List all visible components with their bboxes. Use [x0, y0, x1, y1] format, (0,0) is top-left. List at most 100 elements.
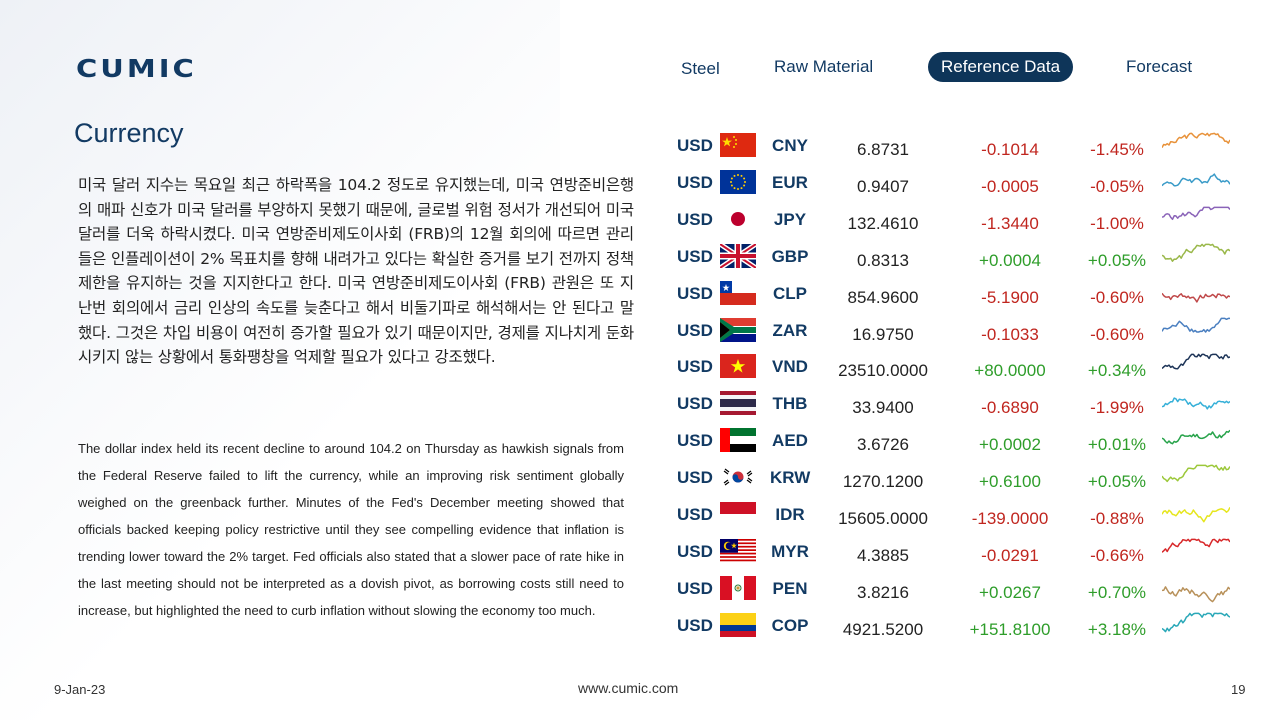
english-commentary: The dollar index held its recent decline…	[78, 441, 624, 618]
quote-currency: AED	[772, 431, 808, 451]
quote-currency: ZAR	[772, 320, 808, 340]
exchange-rate: 132.4610	[847, 213, 919, 233]
gb-flag-icon	[720, 243, 756, 268]
currency-row: USD EUR 0.9407 -0.0005 -0.05%	[674, 165, 1244, 201]
id-flag-icon	[720, 502, 756, 526]
rate-change-percent: -1.45%	[1090, 140, 1144, 159]
base-currency: USD	[677, 172, 713, 192]
quote-currency: THB	[772, 394, 808, 414]
exchange-rate: 0.8313	[857, 250, 909, 270]
sparkline-path	[1162, 397, 1230, 410]
korean-commentary: 미국 달러 지수는 목요일 최근 하락폭을 104.2 정도로 유지했는데, 미…	[78, 176, 634, 367]
base-currency: USD	[677, 283, 713, 303]
sparkline-chart	[1162, 538, 1230, 553]
rate-change-percent: -0.05%	[1090, 176, 1144, 196]
rate-change: +0.0267	[979, 582, 1041, 602]
rate-change: +0.0002	[979, 435, 1041, 455]
sparkline-chart	[1162, 464, 1230, 483]
jp-flag-icon	[720, 206, 756, 231]
nav-item-forecast[interactable]: Forecast	[1126, 57, 1193, 76]
base-currency: USD	[677, 505, 713, 524]
rate-change-percent: +0.01%	[1087, 435, 1147, 455]
quote-currency: PEN	[772, 578, 808, 598]
sparkline-path	[1162, 132, 1230, 148]
rate-change: +0.0004	[979, 250, 1041, 270]
currency-row: USD PEN 3.8216 +0.0267 +0.70%	[674, 571, 1244, 607]
sparkline-chart	[1162, 206, 1230, 220]
rate-change-percent: -0.60%	[1090, 324, 1144, 344]
sparkline-chart	[1162, 507, 1230, 523]
page-number: 19	[1231, 682, 1246, 697]
sparkline-chart	[1162, 317, 1230, 333]
sparkline-chart	[1162, 354, 1230, 370]
rate-change: -0.1033	[981, 324, 1039, 344]
currency-row: USD JPY 132.4610 -1.3440 -1.00%	[674, 202, 1244, 238]
cumic-logo[interactable]: CUMIC	[76, 54, 197, 83]
nav-item-raw-material[interactable]: Raw Material	[774, 57, 874, 76]
base-currency: USD	[677, 615, 713, 635]
base-currency: USD	[677, 431, 713, 451]
sparkline-path	[1162, 612, 1230, 633]
eu-flag-icon	[720, 169, 756, 194]
base-currency: USD	[677, 136, 713, 155]
exchange-rate: 1270.1200	[842, 472, 924, 492]
sparkline-chart	[1162, 397, 1230, 410]
rate-change: -0.0005	[981, 176, 1039, 196]
exchange-rate: 33.9400	[852, 398, 914, 418]
sparkline-chart	[1162, 429, 1230, 445]
quote-currency: COP	[771, 615, 809, 635]
base-currency: USD	[677, 209, 713, 229]
quote-currency: MYR	[771, 541, 809, 561]
exchange-rate: 3.8216	[857, 582, 909, 602]
footer-url[interactable]: www.cumic.com	[578, 680, 679, 696]
rate-change: -0.0291	[981, 545, 1039, 565]
base-currency: USD	[677, 320, 713, 340]
rate-change: +80.0000	[974, 361, 1046, 381]
kr-flag-icon	[720, 465, 756, 490]
quote-currency: VND	[772, 357, 808, 377]
rate-change-percent: +0.34%	[1087, 361, 1147, 381]
sparkline-chart	[1162, 612, 1230, 633]
top-navigation: Steel Raw Material Reference Data Foreca…	[0, 52, 1280, 82]
currency-row: USD CLP 854.9600 -5.1900 -0.60%	[674, 276, 1244, 312]
rate-change: -139.0000	[971, 509, 1049, 528]
nav-item-steel[interactable]: Steel	[681, 59, 720, 78]
sparkline-path	[1162, 173, 1230, 187]
currency-row: USD AED 3.6726 +0.0002 +0.01%	[674, 423, 1244, 459]
rate-change-percent: +3.18%	[1087, 619, 1147, 639]
exchange-rate: 15605.0000	[838, 509, 928, 528]
rate-change: -5.1900	[981, 287, 1039, 307]
sparkline-path	[1162, 317, 1230, 333]
currency-row: USD GBP 0.8313 +0.0004 +0.05%	[674, 239, 1244, 275]
cl-flag-icon	[720, 280, 756, 305]
sparkline-chart	[1162, 243, 1230, 262]
currency-row: USD VND 23510.0000 +80.0000 +0.34%	[674, 349, 1244, 385]
rate-change-percent: +0.05%	[1087, 472, 1147, 492]
rate-change-percent: -0.60%	[1090, 287, 1144, 307]
quote-currency: GBP	[771, 246, 809, 266]
rate-change-percent: -0.66%	[1090, 545, 1144, 565]
quote-currency: IDR	[775, 505, 805, 524]
sparkline-path	[1162, 206, 1230, 220]
currency-row: USD COP 4921.5200 +151.8100 +3.18%	[674, 608, 1244, 644]
exchange-rate: 6.8731	[857, 140, 909, 159]
nav-item-reference-data[interactable]: Reference Data	[928, 52, 1074, 82]
base-currency: USD	[677, 468, 713, 488]
sparkline-chart	[1162, 585, 1230, 603]
sparkline-path	[1162, 292, 1230, 303]
exchange-rate: 16.9750	[852, 324, 914, 344]
sparkline-path	[1162, 243, 1230, 262]
rate-change: -0.1014	[981, 140, 1039, 159]
my-flag-icon	[720, 538, 756, 563]
rate-change: -1.3440	[981, 213, 1039, 233]
rate-change-percent: +0.70%	[1087, 582, 1147, 602]
sparkline-path	[1162, 538, 1230, 553]
base-currency: USD	[677, 394, 713, 414]
rate-change: +0.6100	[979, 472, 1041, 492]
base-currency: USD	[677, 357, 713, 377]
sparkline-chart	[1162, 173, 1230, 187]
sparkline-path	[1162, 354, 1230, 370]
base-currency: USD	[677, 578, 713, 598]
currency-row: USD KRW 1270.1200 +0.6100 +0.05%	[674, 460, 1244, 496]
rate-change: -0.6890	[981, 398, 1039, 418]
